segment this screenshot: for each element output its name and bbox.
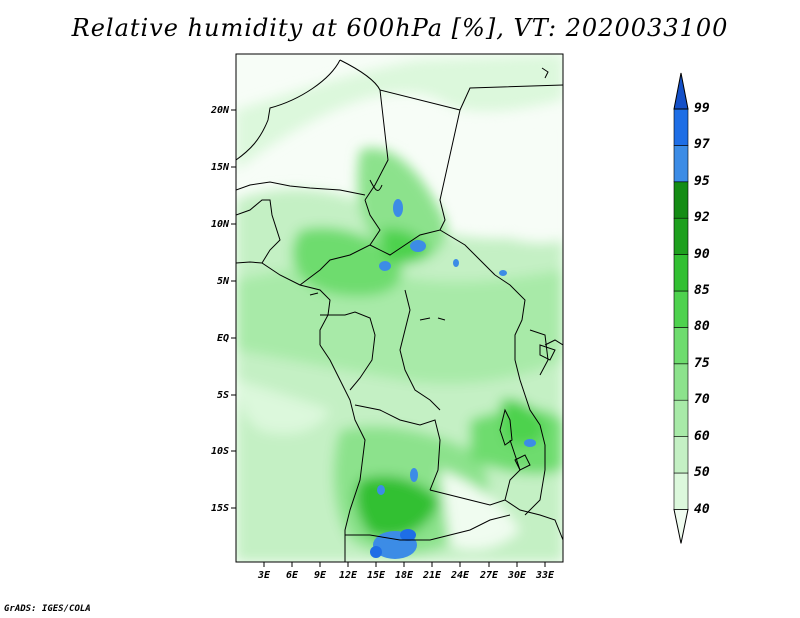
colorbar-label: 99 <box>694 101 710 116</box>
lon-label: 9E <box>314 570 327 581</box>
colorbar-label: 60 <box>694 429 710 444</box>
lon-label: 27E <box>479 570 499 581</box>
grads-credit: GrADS: IGES/COLA <box>4 604 91 614</box>
colorbar-label: 92 <box>694 210 710 225</box>
colorbar-label: 40 <box>694 502 710 517</box>
colorbar-segment <box>673 472 689 510</box>
colorbar-segment <box>673 327 689 365</box>
colorbar-label: 50 <box>694 465 710 480</box>
colorbar-segment <box>673 181 689 219</box>
colorbar-label: 95 <box>694 174 710 189</box>
country-borders <box>236 59 563 562</box>
colorbar-label: 75 <box>694 356 710 371</box>
humidity-field <box>236 54 563 562</box>
colorbar-lower-arrow <box>673 508 689 544</box>
lat-label: 20N <box>210 105 230 116</box>
lat-label: 5N <box>217 276 230 287</box>
plot-frame <box>235 53 564 563</box>
map-title: Relative humidity at 600hPa [%], VT: 202… <box>71 14 729 42</box>
colorbar-upper-arrow <box>673 72 689 110</box>
colorbar-segment <box>673 290 689 328</box>
lon-label: 21E <box>422 570 442 581</box>
lat-axis <box>231 109 236 509</box>
colorbar-label: 80 <box>694 319 710 334</box>
lon-label: 3E <box>257 570 271 581</box>
lat-label: 10N <box>211 219 230 230</box>
colorbar-labels: 99 97 95 92 90 85 80 75 70 60 50 40 <box>694 101 710 517</box>
colorbar-label: 85 <box>694 283 710 298</box>
colorbar-label: 90 <box>694 247 710 262</box>
colorbar-label: 97 <box>694 137 710 152</box>
colorbar <box>673 72 689 544</box>
colorbar-segment <box>673 363 689 401</box>
lat-label: 15N <box>211 162 230 173</box>
lon-axis <box>263 562 546 567</box>
colorbar-label: 70 <box>694 392 710 407</box>
high-humidity-cells <box>370 199 536 559</box>
lon-label: 33E <box>535 570 555 581</box>
lon-label: 18E <box>395 570 414 581</box>
lat-label: EQ <box>217 333 229 344</box>
lon-label: 24E <box>450 570 470 581</box>
lat-label: 15S <box>211 503 229 514</box>
lon-label: 12E <box>339 570 358 581</box>
colorbar-segment <box>673 217 689 255</box>
lon-label: 15E <box>367 570 386 581</box>
lat-label: 10S <box>211 446 229 457</box>
colorbar-segment <box>673 254 689 292</box>
colorbar-segment <box>673 145 689 183</box>
lakes <box>309 292 556 471</box>
colorbar-segment <box>673 436 689 474</box>
lon-label: 6E <box>286 570 299 581</box>
colorbar-segment <box>673 399 689 437</box>
lat-label: 5S <box>217 390 229 401</box>
lon-label: 30E <box>507 570 527 581</box>
colorbar-segment <box>673 108 689 146</box>
